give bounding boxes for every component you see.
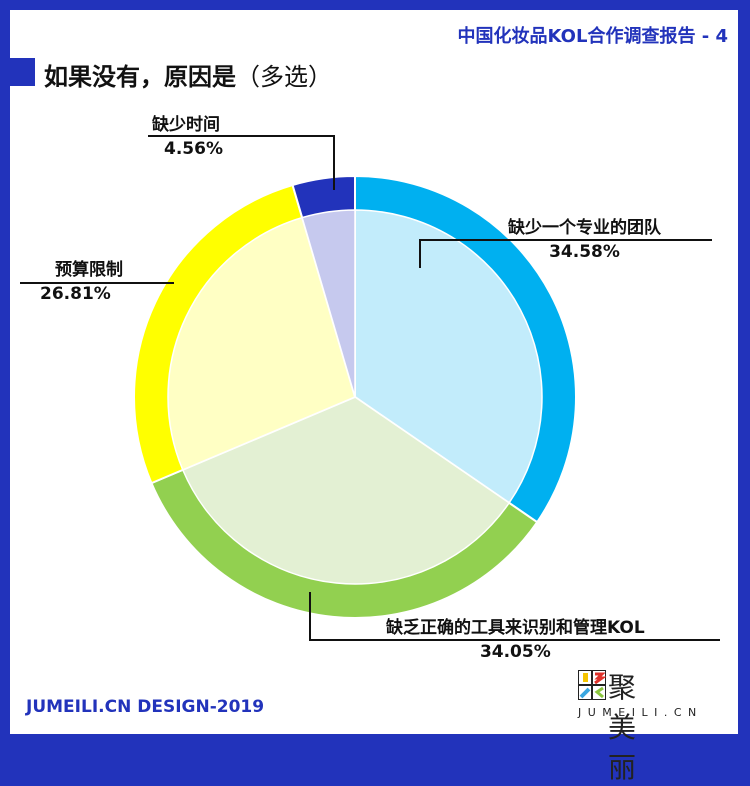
title-accent-bar xyxy=(10,58,35,86)
label-name: 缺少一个专业的团队 xyxy=(508,218,661,238)
title-sub: （多选） xyxy=(236,63,332,91)
pie-slice-inner xyxy=(181,396,511,585)
label-budget: 预算限制 26.81% xyxy=(40,258,123,306)
label-tools: 缺乏正确的工具来识别和管理KOL 34.05% xyxy=(386,616,645,664)
pie-slice-inner xyxy=(301,209,356,398)
logo-icon xyxy=(578,670,606,700)
label-value: 26.81% xyxy=(40,284,111,304)
report-title: 中国化妆品KOL合作调查报告 - 4 xyxy=(457,26,728,47)
pie-chart xyxy=(20,135,720,641)
leader-line xyxy=(309,592,720,641)
pie-slice-inner xyxy=(167,216,356,471)
label-value: 34.05% xyxy=(479,642,551,662)
label-value: 4.56% xyxy=(164,139,223,159)
label-time: 缺少时间 4.56% xyxy=(152,113,223,161)
logo-text-cn: 聚美丽 xyxy=(608,671,638,784)
title-main: 如果没有，原因是 xyxy=(44,63,236,91)
page-title: 如果没有，原因是（多选） xyxy=(44,57,332,92)
footer-credit: JUMEILI.CN DESIGN-2019 xyxy=(26,697,265,717)
label-name: 缺少时间 xyxy=(152,115,220,135)
label-name: 预算限制 xyxy=(55,260,123,280)
label-name: 缺乏正确的工具来识别和管理KOL xyxy=(386,618,645,638)
pie-slice-inner xyxy=(354,209,543,504)
logo-text-en: JUMEILI.CN xyxy=(578,706,703,719)
leader-line xyxy=(148,135,335,190)
leader-line xyxy=(419,239,712,268)
label-team: 缺少一个专业的团队 34.58% xyxy=(508,216,661,264)
label-value: 34.58% xyxy=(549,242,620,262)
